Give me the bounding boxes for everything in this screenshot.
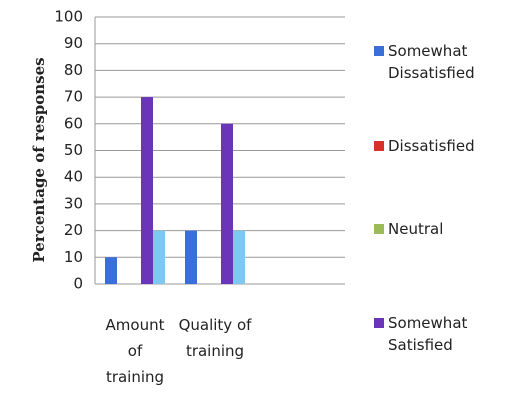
bar xyxy=(233,230,245,284)
y-tick-label: 20 xyxy=(64,221,83,239)
legend-swatch xyxy=(374,141,384,151)
y-tick-label: 10 xyxy=(64,248,83,266)
y-tick-label: 70 xyxy=(64,88,83,106)
legend-entry: Neutral xyxy=(374,218,513,240)
bar xyxy=(185,230,197,284)
y-tick-label: 40 xyxy=(64,168,83,186)
legend-entry: Somewhat Satisfied xyxy=(374,312,513,356)
y-tick-label: 100 xyxy=(54,8,83,26)
y-tick-label: 60 xyxy=(64,114,83,132)
y-tick-label: 30 xyxy=(64,194,83,212)
y-tick-label: 90 xyxy=(64,34,83,52)
y-tick-label: 0 xyxy=(73,275,83,293)
bar xyxy=(141,97,153,284)
legend-swatch xyxy=(374,224,384,234)
bar xyxy=(105,257,117,284)
legend-entry: Somewhat Dissatisfied xyxy=(374,40,513,84)
bar xyxy=(221,123,233,284)
y-tick-label: 50 xyxy=(64,141,83,159)
legend-swatch xyxy=(374,318,384,328)
legend-swatch xyxy=(374,46,384,56)
x-tick-label: Quality of training xyxy=(178,316,252,360)
legend-entry: Dissatisfied xyxy=(374,135,513,157)
y-tick-label: 80 xyxy=(64,61,83,79)
bar xyxy=(153,230,165,284)
x-tick-label: Amount of training xyxy=(105,316,165,386)
y-axis-title: Percentage of responses xyxy=(30,57,48,262)
